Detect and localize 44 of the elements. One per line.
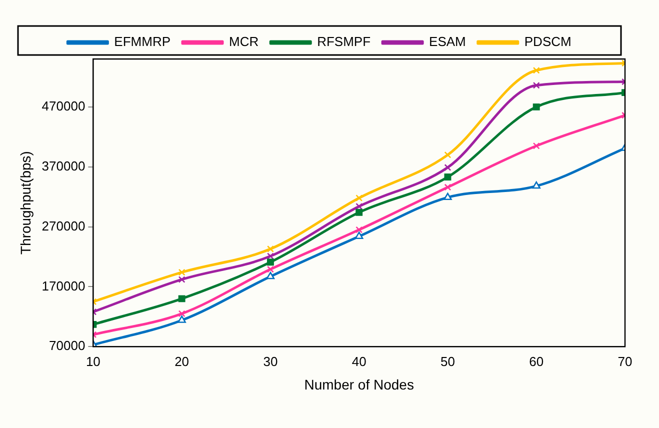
point: [444, 184, 452, 191]
x-tick-label: 20: [174, 354, 190, 369]
point: [356, 202, 363, 210]
point: [266, 272, 275, 280]
x-axis-title: Number of Nodes: [304, 376, 414, 392]
point: [356, 208, 363, 216]
point: [532, 142, 540, 150]
y-tick-label: 470000: [42, 98, 86, 114]
point: [532, 82, 540, 89]
y-tick-label: 270000: [42, 218, 86, 234]
point: [178, 276, 186, 283]
legend-label: MCR: [228, 34, 259, 50]
point: [444, 151, 452, 158]
y-tick-label: 370000: [42, 158, 86, 174]
x-tick-label: 10: [86, 354, 100, 369]
x-tick-label: 40: [352, 354, 366, 369]
legend-label: PDSCM: [524, 34, 572, 50]
y-axis-title: Throughput(bps): [17, 151, 34, 255]
point: [444, 164, 452, 171]
point: [178, 295, 186, 302]
point: [356, 226, 363, 234]
legend-label: ESAM: [429, 34, 466, 50]
point: [532, 66, 540, 74]
point: [266, 245, 274, 252]
point: [178, 316, 186, 323]
point: [532, 181, 540, 189]
x-tick-label: 50: [440, 354, 455, 369]
x-tick-label: 70: [618, 354, 632, 369]
point: [356, 194, 363, 202]
point: [266, 266, 274, 273]
point: [532, 103, 540, 110]
point: [354, 232, 364, 240]
point: [444, 174, 452, 181]
point: [178, 268, 186, 276]
point: [266, 258, 274, 266]
point: [444, 192, 452, 200]
legend-label: RFSMPF: [317, 34, 371, 50]
legend-label: EFMMRP: [114, 34, 171, 50]
y-tick-label: 170000: [42, 278, 86, 294]
y-tick-label: 70000: [49, 338, 86, 354]
point: [266, 252, 274, 260]
x-tick-label: 60: [529, 354, 544, 369]
x-tick-label: 30: [263, 354, 278, 369]
point: [178, 310, 186, 318]
